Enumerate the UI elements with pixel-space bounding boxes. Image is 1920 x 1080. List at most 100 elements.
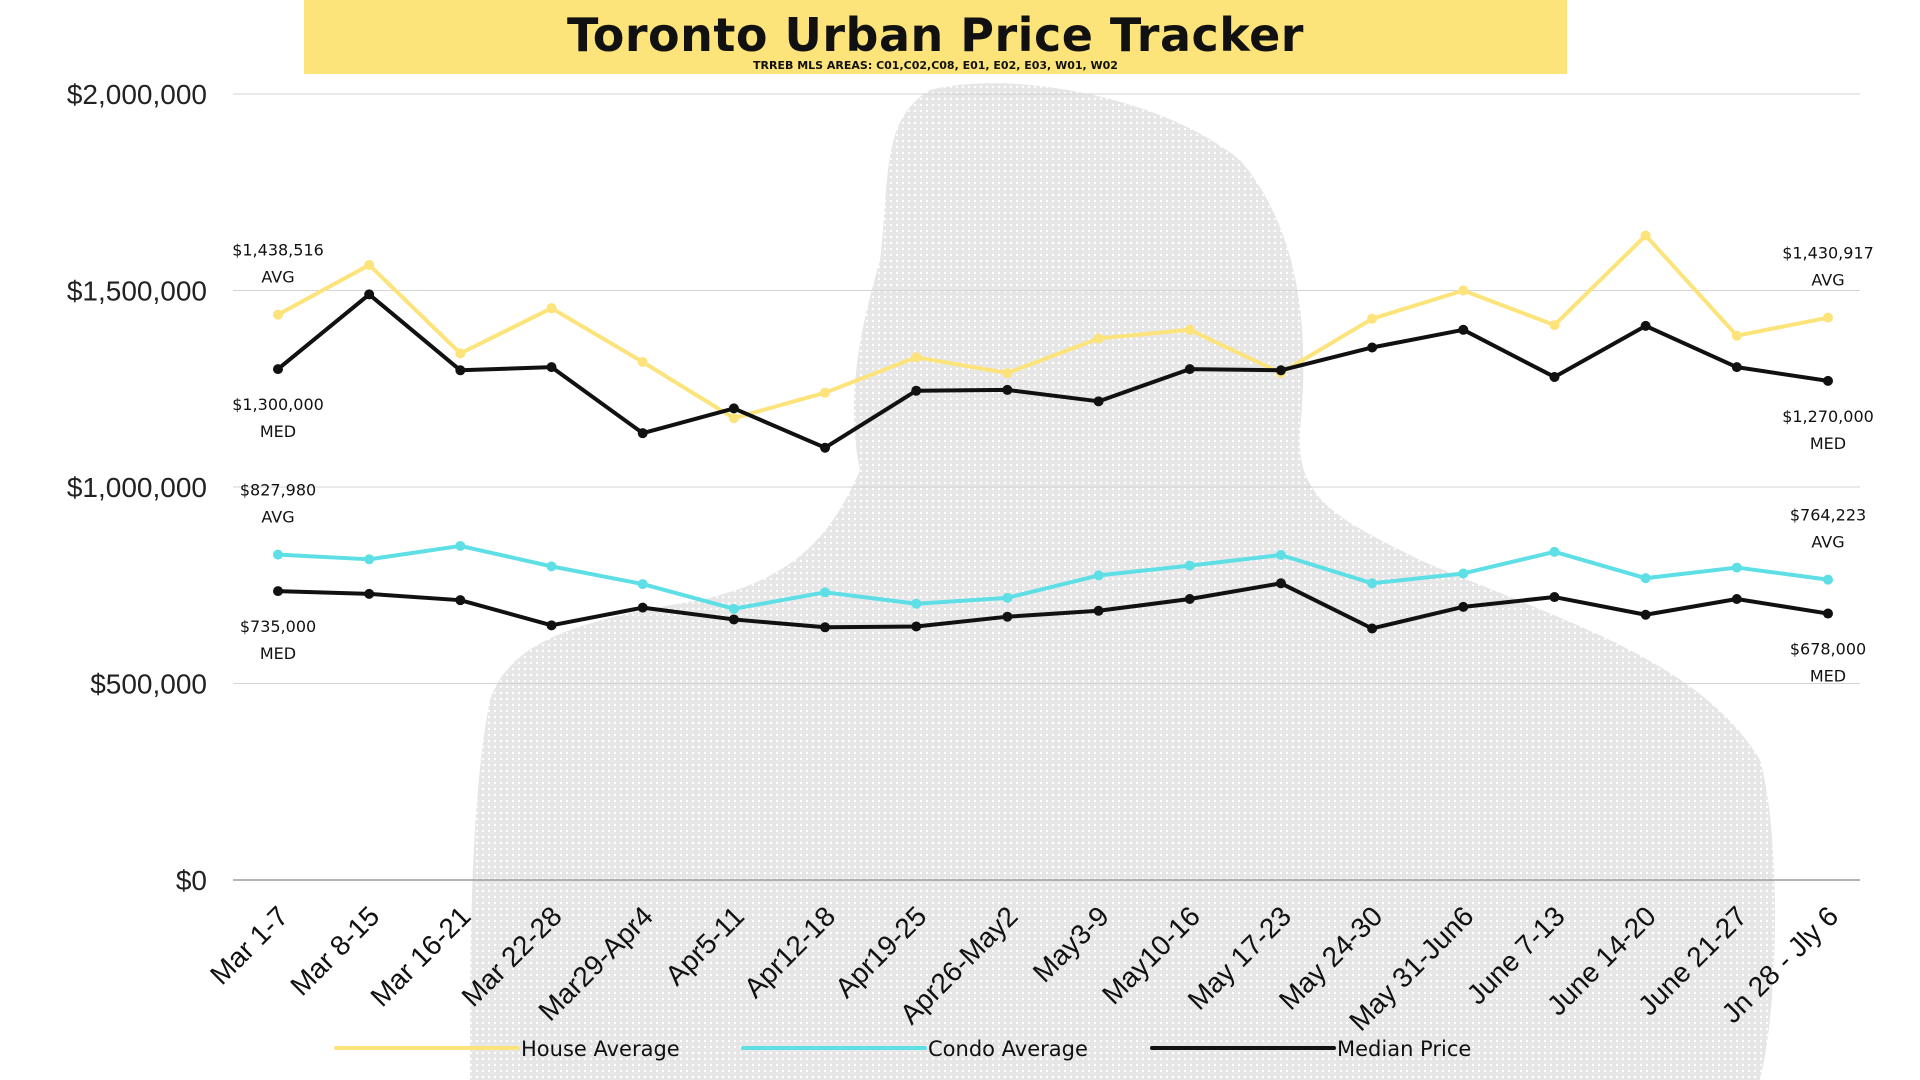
data-point — [1275, 365, 1286, 376]
background-portrait-image — [470, 83, 1775, 1080]
data-point — [364, 289, 375, 300]
data-point — [1184, 594, 1195, 605]
data-label: $1,300,000 — [232, 395, 324, 414]
data-point — [1640, 320, 1651, 331]
legend-label: Condo Average — [928, 1037, 1088, 1061]
data-point — [1823, 312, 1833, 323]
chart-subtitle: TRREB MLS AREAS: C01,C02,C08, E01, E02, … — [753, 59, 1118, 72]
series-group — [273, 230, 1833, 424]
data-point — [911, 598, 922, 609]
data-point — [1275, 578, 1286, 589]
data-point — [364, 259, 375, 270]
series-line — [276, 543, 1830, 611]
data-point — [728, 413, 739, 424]
y-tick-label: $500,000 — [90, 669, 207, 700]
data-label: $764,223 — [1790, 506, 1866, 525]
series-layer — [273, 230, 1833, 634]
y-tick-label: $2,000,000 — [67, 79, 207, 110]
data-label: $1,430,917 — [1782, 244, 1874, 263]
x-tick-label: Mar 1-7 — [204, 900, 294, 990]
data-point — [1093, 605, 1104, 616]
data-point — [911, 352, 922, 363]
data-point — [1184, 324, 1195, 335]
data-point — [1640, 573, 1651, 584]
data-point — [1458, 568, 1469, 579]
series-group — [273, 289, 1833, 453]
y-tick-label: $0 — [176, 865, 207, 896]
data-annotation: $827,980 AVG — [240, 481, 316, 527]
data-point — [820, 587, 831, 598]
data-point — [1002, 368, 1013, 379]
data-point — [1823, 375, 1833, 386]
legend-item: House Average — [334, 1037, 680, 1061]
data-point — [728, 403, 739, 414]
data-point — [364, 588, 375, 599]
data-point — [1549, 371, 1560, 382]
data-point — [1367, 342, 1378, 353]
series-group — [273, 540, 1833, 614]
y-tick-label: $1,000,000 — [67, 472, 207, 503]
data-point — [455, 365, 466, 376]
data-annotation: $1,438,516 AVG — [232, 241, 324, 287]
title-banner — [304, 0, 1567, 74]
data-point — [637, 357, 648, 368]
data-point — [455, 540, 466, 551]
legend-item: Condo Average — [741, 1037, 1088, 1061]
data-annotation: $1,270,000 MED — [1782, 407, 1874, 453]
data-point — [1549, 320, 1560, 331]
data-point — [546, 561, 557, 572]
data-label: AVG — [1811, 533, 1844, 552]
y-tick-label: $1,500,000 — [67, 276, 207, 307]
data-point — [1093, 333, 1104, 344]
data-point — [455, 348, 466, 359]
data-label: AVG — [261, 508, 294, 527]
data-point — [911, 385, 922, 396]
data-point — [1093, 396, 1104, 407]
data-point — [546, 303, 557, 314]
data-point — [273, 309, 283, 320]
data-point — [1002, 611, 1013, 622]
data-point — [820, 387, 831, 398]
data-point — [1823, 608, 1833, 619]
data-point — [1367, 313, 1378, 324]
data-annotation: $1,430,917 AVG — [1782, 244, 1874, 290]
data-point — [455, 595, 466, 606]
data-point — [637, 579, 648, 590]
data-label: $735,000 — [240, 617, 316, 636]
data-point — [1093, 570, 1104, 581]
data-point — [1002, 384, 1013, 395]
series-line — [276, 292, 1830, 450]
data-point — [1731, 362, 1742, 373]
data-label: $678,000 — [1790, 640, 1866, 659]
data-label: MED — [1810, 434, 1846, 453]
legend-label: House Average — [521, 1037, 680, 1061]
data-point — [273, 549, 283, 560]
data-point — [1458, 324, 1469, 335]
data-annotation: $678,000 MED — [1790, 640, 1866, 686]
data-point — [273, 364, 283, 375]
data-annotation: $735,000 MED — [240, 617, 316, 663]
data-point — [1731, 594, 1742, 605]
data-label: MED — [260, 422, 296, 441]
data-point — [637, 428, 648, 439]
data-point — [820, 442, 831, 453]
data-label: AVG — [261, 268, 294, 287]
data-point — [820, 622, 831, 633]
data-annotation: $1,300,000 MED — [232, 395, 324, 441]
data-point — [637, 602, 648, 613]
data-point — [1367, 623, 1378, 634]
data-point — [1549, 546, 1560, 557]
data-point — [1275, 549, 1286, 560]
data-label: MED — [260, 644, 296, 663]
data-label: $1,438,516 — [232, 241, 324, 260]
data-point — [546, 362, 557, 373]
data-point — [364, 554, 375, 565]
data-point — [1367, 578, 1378, 589]
annotation-layer: $1,438,516AVG$1,430,917AVG$1,300,000MED$… — [232, 241, 1874, 686]
data-point — [546, 620, 557, 631]
data-point — [273, 586, 283, 597]
data-label: $1,270,000 — [1782, 407, 1874, 426]
series-line — [276, 233, 1830, 421]
chart-title: Toronto Urban Price Tracker — [567, 8, 1304, 62]
data-annotation: $764,223 AVG — [1790, 506, 1866, 552]
